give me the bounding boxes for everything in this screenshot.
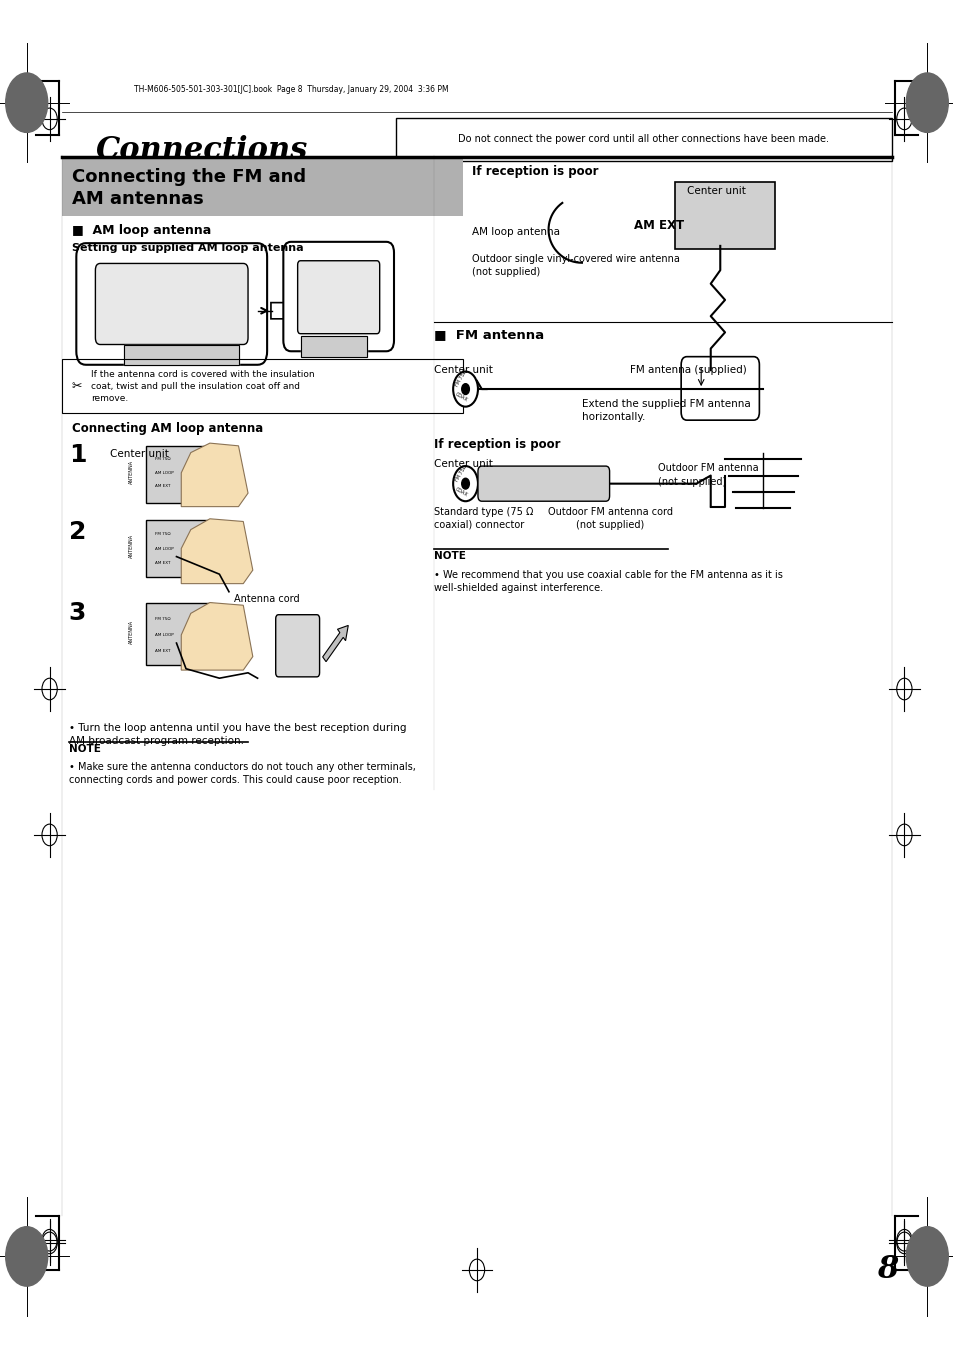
Text: FM 75Ω: FM 75Ω (454, 369, 467, 388)
Text: AM loop antenna: AM loop antenna (472, 227, 559, 236)
Circle shape (461, 478, 469, 489)
Text: Outdoor FM antenna cord
(not supplied): Outdoor FM antenna cord (not supplied) (547, 507, 673, 530)
Text: NOTE: NOTE (434, 551, 465, 561)
Text: AM LOOP: AM LOOP (154, 547, 173, 550)
Circle shape (6, 1227, 48, 1286)
FancyBboxPatch shape (395, 118, 891, 161)
Text: COAX: COAX (454, 392, 468, 403)
Circle shape (453, 466, 477, 501)
FancyBboxPatch shape (146, 603, 212, 665)
Text: Antenna cord: Antenna cord (233, 594, 299, 604)
Text: FM 75Ω: FM 75Ω (454, 463, 467, 482)
Circle shape (461, 384, 469, 394)
Text: ■  AM loop antenna: ■ AM loop antenna (71, 224, 211, 238)
Circle shape (6, 73, 48, 132)
Text: • Turn the loop antenna until you have the best reception during
AM broadcast pr: • Turn the loop antenna until you have t… (69, 723, 406, 746)
Text: If the antenna cord is covered with the insulation
coat, twist and pull the insu: If the antenna cord is covered with the … (91, 370, 314, 403)
FancyBboxPatch shape (76, 243, 267, 365)
Text: COAX: COAX (454, 486, 468, 497)
Text: AM EXT: AM EXT (154, 485, 170, 488)
FancyBboxPatch shape (680, 357, 759, 420)
Bar (124, 345, 238, 365)
Text: Center unit: Center unit (686, 186, 745, 196)
Bar (62, 359, 462, 413)
Text: Connections: Connections (95, 135, 307, 166)
Text: Outdoor single vinyl-covered wire antenna
(not supplied): Outdoor single vinyl-covered wire antenn… (472, 254, 679, 277)
Text: If reception is poor: If reception is poor (472, 165, 598, 178)
Text: FM 75Ω: FM 75Ω (154, 532, 170, 535)
Text: AM LOOP: AM LOOP (154, 634, 173, 636)
FancyBboxPatch shape (146, 520, 207, 577)
FancyBboxPatch shape (283, 242, 394, 351)
Text: Extend the supplied FM antenna
horizontally.: Extend the supplied FM antenna horizonta… (581, 399, 750, 422)
Text: Connecting the FM and
AM antennas: Connecting the FM and AM antennas (71, 168, 305, 208)
Text: 2: 2 (69, 520, 86, 544)
Text: • Make sure the antenna conductors do not touch any other terminals,
connecting : • Make sure the antenna conductors do no… (69, 762, 416, 785)
FancyBboxPatch shape (275, 615, 319, 677)
FancyBboxPatch shape (297, 261, 379, 334)
FancyBboxPatch shape (62, 159, 462, 216)
Bar (124, 345, 238, 365)
FancyBboxPatch shape (477, 466, 609, 501)
Text: Center unit: Center unit (110, 449, 169, 458)
Text: AM EXT: AM EXT (154, 562, 170, 565)
Circle shape (453, 372, 477, 407)
Text: AM LOOP: AM LOOP (154, 471, 173, 474)
Text: If reception is poor: If reception is poor (434, 438, 560, 451)
FancyArrow shape (322, 626, 348, 662)
Text: Center unit: Center unit (434, 459, 493, 469)
Text: Connecting AM loop antenna: Connecting AM loop antenna (71, 422, 262, 435)
Bar (300, 336, 367, 357)
Text: AM EXT: AM EXT (154, 650, 170, 653)
Text: ANTENNA: ANTENNA (129, 534, 134, 558)
Text: Setting up supplied AM loop antenna: Setting up supplied AM loop antenna (71, 243, 303, 253)
Text: • We recommend that you use coaxial cable for the FM antenna as it is
well-shiel: • We recommend that you use coaxial cabl… (434, 570, 782, 593)
Text: Do not connect the power cord until all other connections have been made.: Do not connect the power cord until all … (458, 134, 828, 145)
Text: NOTE: NOTE (69, 744, 100, 754)
Text: 8: 8 (876, 1255, 897, 1285)
Text: FM antenna (supplied): FM antenna (supplied) (629, 365, 745, 374)
FancyBboxPatch shape (146, 446, 207, 503)
FancyArrow shape (271, 297, 299, 324)
Polygon shape (181, 443, 248, 507)
Text: AM EXT: AM EXT (634, 219, 684, 232)
Circle shape (905, 1227, 947, 1286)
FancyBboxPatch shape (95, 263, 248, 345)
FancyBboxPatch shape (675, 182, 774, 249)
Text: TH-M606-505-501-303-301[JC].book  Page 8  Thursday, January 29, 2004  3:36 PM: TH-M606-505-501-303-301[JC].book Page 8 … (133, 85, 448, 93)
Text: Center unit: Center unit (434, 365, 493, 374)
Text: Outdoor FM antenna
(not supplied): Outdoor FM antenna (not supplied) (658, 463, 758, 486)
Polygon shape (181, 603, 253, 670)
Text: ANTENNA: ANTENNA (129, 459, 134, 484)
Text: ✂: ✂ (71, 380, 82, 393)
Text: FM 75Ω: FM 75Ω (154, 617, 170, 620)
Text: 1: 1 (69, 443, 86, 467)
Polygon shape (181, 519, 253, 584)
Text: ■  FM antenna: ■ FM antenna (434, 328, 543, 342)
Text: 3: 3 (69, 601, 86, 626)
Bar (300, 336, 367, 357)
Text: ANTENNA: ANTENNA (129, 620, 134, 644)
Text: Standard type (75 Ω
coaxial) connector: Standard type (75 Ω coaxial) connector (434, 507, 533, 530)
Text: FM 75Ω: FM 75Ω (154, 458, 170, 461)
Circle shape (905, 73, 947, 132)
